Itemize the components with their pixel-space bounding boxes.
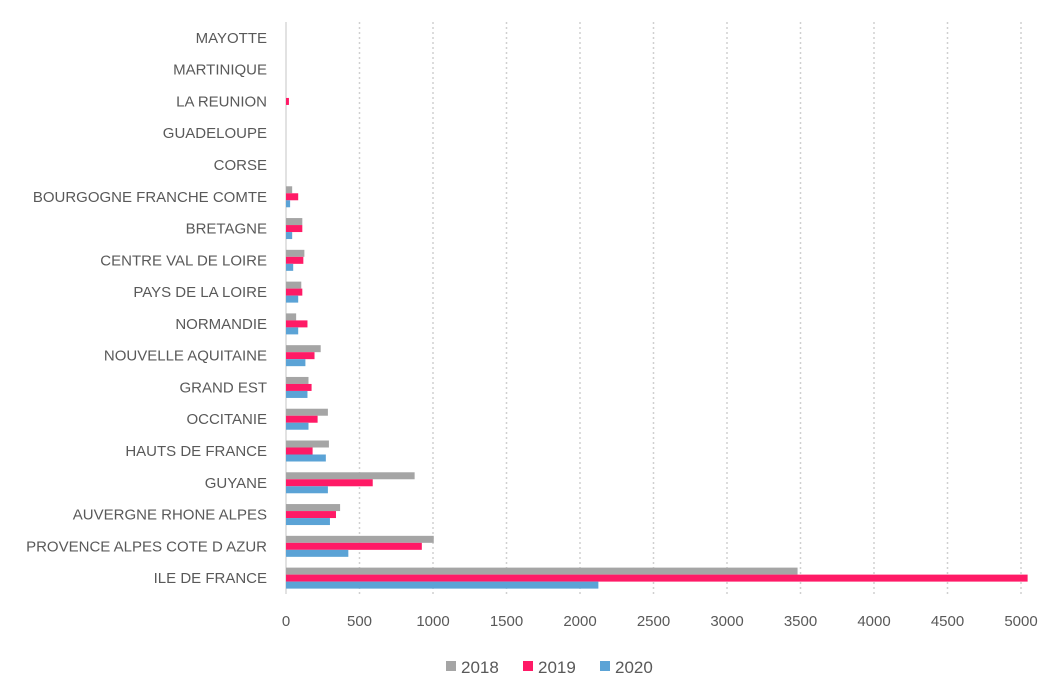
bar-2020 — [286, 549, 349, 557]
bar-2020 — [286, 390, 308, 398]
bar-2019 — [286, 193, 299, 201]
bar-2018 — [286, 281, 302, 289]
bar-2018 — [286, 504, 341, 512]
legend-label: 2018 — [461, 658, 499, 677]
category-label: GUADELOUPE — [163, 125, 267, 142]
bar-2019 — [286, 479, 373, 487]
x-tick-label: 0 — [282, 613, 290, 630]
bar-2019 — [286, 511, 336, 519]
x-tick-label: 500 — [347, 613, 372, 630]
category-label: NOUVELLE AQUITAINE — [104, 348, 267, 365]
category-label: BRETAGNE — [186, 221, 267, 238]
x-tick-label: 5000 — [1004, 613, 1037, 630]
category-label: CORSE — [214, 157, 267, 174]
category-label: OCCITANIE — [186, 411, 267, 428]
bar-2019 — [286, 383, 312, 391]
bar-2019 — [286, 447, 313, 455]
bar-2019 — [286, 352, 315, 360]
category-label: MAYOTTE — [196, 30, 267, 47]
bar-2018 — [286, 186, 293, 194]
category-label: PROVENCE ALPES COTE D AZUR — [26, 538, 267, 555]
x-tick-label: 4500 — [931, 613, 964, 630]
bar-2019 — [286, 97, 289, 105]
x-tick-label: 3500 — [784, 613, 817, 630]
bar-2020 — [286, 327, 299, 335]
bar-2018 — [286, 345, 321, 353]
bar-2019 — [286, 415, 318, 423]
category-label: BOURGOGNE FRANCHE COMTE — [33, 189, 267, 206]
x-tick-label: 1500 — [490, 613, 523, 630]
bar-2020 — [286, 200, 291, 208]
legend-label: 2020 — [615, 658, 653, 677]
bar-2018 — [286, 376, 309, 384]
bar-2018 — [286, 408, 328, 416]
bar-2018 — [286, 567, 798, 575]
bar-2018 — [286, 313, 297, 321]
bar-2020 — [286, 486, 328, 494]
legend-swatch-2019 — [523, 661, 533, 671]
bar-2018 — [286, 535, 434, 543]
category-label: NORMANDIE — [175, 316, 267, 333]
bar-2020 — [286, 359, 306, 367]
bar-2020 — [286, 232, 293, 240]
x-tick-label: 2000 — [563, 613, 596, 630]
bar-2018 — [286, 440, 329, 448]
category-label: GRAND EST — [179, 379, 267, 396]
bar-2020 — [286, 422, 309, 430]
category-label: GUYANE — [205, 475, 267, 492]
bar-2018 — [286, 472, 415, 480]
legend-label: 2019 — [538, 658, 576, 677]
bar-2019 — [286, 225, 303, 233]
category-label: MARTINIQUE — [173, 62, 267, 79]
category-label: PAYS DE LA LOIRE — [133, 284, 267, 301]
category-label: CENTRE VAL DE LOIRE — [100, 252, 267, 269]
bar-2020 — [286, 263, 294, 271]
x-tick-label: 2500 — [637, 613, 670, 630]
bar-2018 — [286, 249, 305, 257]
category-label: AUVERGNE RHONE ALPES — [73, 507, 267, 524]
category-label: HAUTS DE FRANCE — [125, 443, 267, 460]
bar-2019 — [286, 256, 304, 264]
x-tick-label: 3000 — [710, 613, 743, 630]
bar-2020 — [286, 518, 330, 526]
legend-swatch-2018 — [446, 661, 456, 671]
bar-2020 — [286, 454, 326, 462]
x-tick-label: 1000 — [416, 613, 449, 630]
category-label: LA REUNION — [176, 93, 267, 110]
legend-swatch-2020 — [600, 661, 610, 671]
category-label: ILE DE FRANCE — [154, 570, 267, 587]
bar-2019 — [286, 288, 303, 296]
bar-2019 — [286, 574, 1028, 582]
bar-2020 — [286, 295, 299, 303]
bar-2018 — [286, 218, 303, 226]
x-tick-label: 4000 — [857, 613, 890, 630]
bar-2019 — [286, 320, 308, 328]
bar-2019 — [286, 542, 422, 550]
bar-2020 — [286, 581, 599, 589]
